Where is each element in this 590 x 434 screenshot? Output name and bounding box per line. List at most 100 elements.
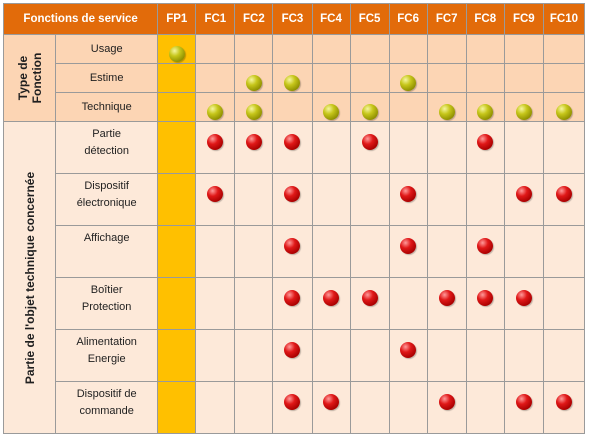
matrix-cell [349, 329, 390, 382]
red-dot-icon [515, 394, 532, 410]
matrix-cell [311, 277, 351, 330]
header-title: Fonctions de service [2, 3, 159, 35]
matrix-cell [465, 92, 505, 122]
col-header: FC10 [542, 3, 586, 35]
red-dot-icon [438, 290, 455, 306]
matrix-cell [157, 34, 197, 64]
green-dot-icon [515, 104, 532, 120]
matrix-cell [503, 121, 544, 174]
matrix-cell [349, 63, 390, 93]
group-partie-objet-label: Partie de l'objet technique concernée [22, 171, 37, 384]
matrix-cell [388, 277, 428, 330]
red-dot-icon [284, 134, 301, 150]
matrix-cell [272, 92, 313, 122]
green-dot-icon [477, 104, 494, 120]
red-dot-icon [555, 394, 572, 410]
row-label-line1: Dispositif de [76, 388, 137, 400]
red-dot-icon [515, 290, 532, 306]
green-dot-icon [323, 104, 340, 120]
row-label: Usage [55, 34, 159, 64]
red-dot-icon [400, 342, 417, 358]
red-dot-icon [477, 238, 494, 254]
row-label: Dispositif de commande [55, 381, 159, 434]
matrix-cell [349, 225, 390, 278]
matrix-cell [349, 277, 390, 330]
matrix-cell [542, 121, 586, 174]
matrix-cell [311, 381, 351, 434]
matrix-cell [234, 381, 274, 434]
green-dot-icon [400, 75, 417, 91]
matrix-cell [157, 92, 197, 122]
col-header: FC1 [195, 3, 236, 35]
red-dot-icon [284, 238, 301, 254]
matrix-cell [157, 329, 197, 382]
matrix-cell [542, 329, 586, 382]
matrix-cell [542, 277, 586, 330]
red-dot-icon [477, 290, 494, 306]
green-dot-icon [555, 104, 572, 120]
matrix-cell [195, 381, 236, 434]
matrix-cell [272, 381, 313, 434]
group-partie-objet: Partie de l'objet technique concernée [2, 121, 57, 434]
red-dot-icon [207, 186, 224, 202]
col-header: FC9 [503, 3, 544, 35]
service-functions-matrix: Fonctions de service FP1 FC1 FC2 FC3 FC4… [2, 3, 586, 434]
red-dot-icon [361, 134, 378, 150]
matrix-cell [157, 173, 197, 226]
matrix-cell [426, 277, 467, 330]
row-label: Dispositif électronique [55, 173, 159, 226]
green-dot-icon [207, 104, 224, 120]
matrix-cell [157, 381, 197, 434]
matrix-cell [195, 329, 236, 382]
matrix-cell [157, 277, 197, 330]
matrix-cell [195, 34, 236, 64]
matrix-body: Type de Fonction Usage Estime Technique … [2, 34, 586, 434]
matrix-cell [311, 92, 351, 122]
row-label-line1: Affichage [83, 232, 130, 244]
row-label-line2: électronique [76, 197, 137, 209]
matrix-cell [349, 34, 390, 64]
matrix-cell [349, 173, 390, 226]
matrix-cell [542, 381, 586, 434]
part-row: Boîtier Protection [4, 277, 586, 330]
matrix-cell [234, 329, 274, 382]
red-dot-icon [400, 238, 417, 254]
col-header: FC4 [311, 3, 351, 35]
matrix-cell [542, 173, 586, 226]
col-header: FC7 [426, 3, 467, 35]
part-row: Affichage [4, 225, 586, 278]
row-label-line1: Boîtier [90, 284, 123, 296]
matrix-cell [388, 63, 428, 93]
matrix-cell [503, 329, 544, 382]
type-row: Type de Fonction Usage [2, 34, 586, 122]
red-dot-icon [284, 394, 301, 410]
green-dot-icon [361, 104, 378, 120]
matrix-cell [465, 34, 505, 64]
matrix-cell [234, 225, 274, 278]
matrix-cell [311, 173, 351, 226]
matrix-cell [503, 34, 544, 64]
matrix-cell [311, 63, 351, 93]
row-label: Affichage [55, 225, 159, 278]
red-dot-icon [438, 394, 455, 410]
col-header: FC5 [349, 3, 390, 35]
matrix-cell [195, 173, 236, 226]
row-label: Partie détection [55, 121, 159, 174]
matrix-cell [234, 34, 274, 64]
row-label-line2: Energie [87, 353, 126, 365]
matrix-cell [272, 329, 313, 382]
matrix-cell [503, 92, 544, 122]
matrix-cell [311, 225, 351, 278]
row-label: Technique [55, 92, 159, 122]
row-label-line1: Dispositif [84, 180, 129, 192]
matrix-cell [349, 92, 390, 122]
matrix-cell [465, 63, 505, 93]
matrix-cell [272, 63, 313, 93]
matrix-cell [465, 225, 505, 278]
red-dot-icon [284, 186, 301, 202]
matrix-cell [542, 225, 586, 278]
red-dot-icon [400, 186, 417, 202]
col-header: FC3 [272, 3, 313, 35]
matrix-cell [426, 381, 467, 434]
red-dot-icon [245, 134, 262, 150]
